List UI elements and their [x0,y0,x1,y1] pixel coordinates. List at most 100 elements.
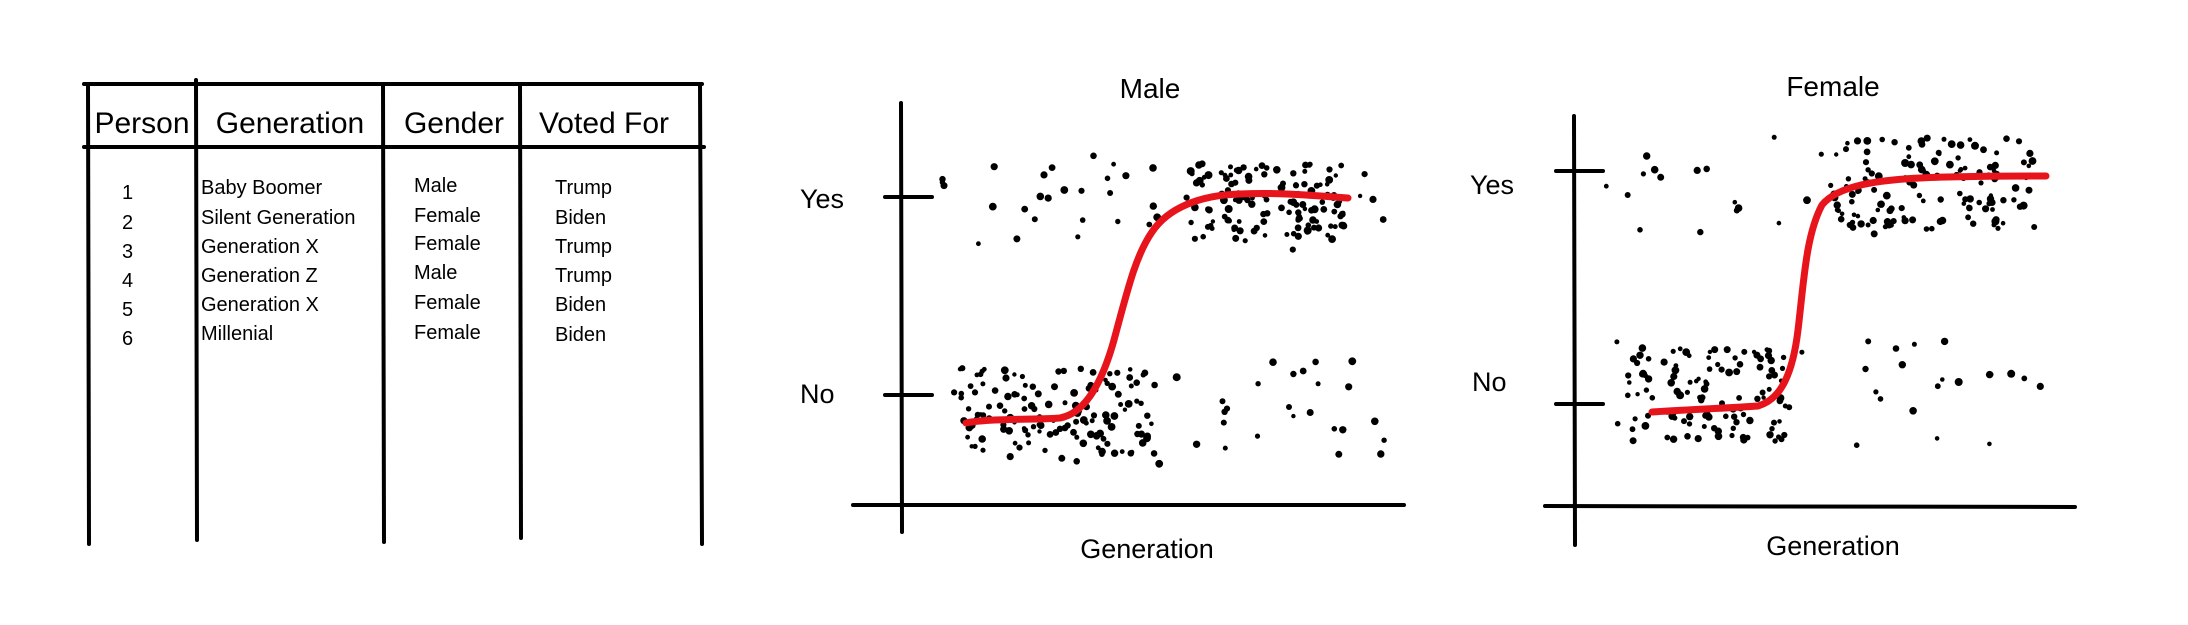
scatter-point [1828,182,1834,188]
scatter-point [1037,421,1045,429]
scatter-point [1137,430,1145,438]
scatter-point [1320,206,1328,213]
scatter-point [1853,442,1860,449]
scatter-point [1245,177,1252,184]
scatter-point [1318,182,1323,187]
scatter-point [965,406,972,412]
scatter-point [1991,217,2000,226]
scatter-point [2011,184,2020,192]
male-plot: Male Yes No Generation [800,73,1406,564]
scatter-point [1232,197,1238,203]
scatter-point [1019,373,1025,380]
scatter-point [1614,339,1620,345]
scatter-point [1916,192,1923,199]
scatter-point [1907,160,1915,169]
scatter-point [1104,175,1111,182]
scatter-point [1172,373,1181,382]
scatter-point [1260,218,1268,226]
scatter-point [1701,424,1707,429]
y-axis [899,101,904,534]
scatter-point [1723,413,1729,420]
scatter-point [1882,191,1891,200]
scatter-point [1070,389,1078,397]
y-label-no: No [1472,367,1507,397]
scatter-point [1302,161,1309,169]
scatter-point [1976,199,1982,206]
scatter-point [988,202,997,211]
scatter-point [1971,141,1979,150]
scatter-point [1107,423,1116,431]
scatter-point [1776,220,1782,226]
scatter-point [1269,358,1277,367]
scatter-point [1970,220,1977,227]
cell-generation: Silent Generation [201,207,356,229]
scatter-point [1845,176,1852,182]
scatter-point [940,182,948,190]
scatter-point [2015,138,2023,145]
scatter-point [1228,164,1233,170]
scatter-point [1962,165,1968,171]
scatter-point [1940,377,1945,382]
scatter-point [1731,413,1738,420]
scatter-point [1614,420,1621,427]
scatter-point [958,394,964,401]
scatter-point [2021,375,2028,382]
scatter-point [1151,381,1158,389]
scatter-point [1837,215,1845,223]
scatter-point [1909,216,1917,224]
scatter-point [1134,398,1140,404]
cell-gender: Female [414,205,481,227]
cell-person: 5 [122,299,133,321]
scatter-point [1723,346,1731,354]
scatter-point [1988,371,1994,377]
scatter-point [991,387,999,394]
scatter-point [1016,444,1023,451]
scatter-point [1228,172,1234,178]
scatter-point [1672,415,1678,421]
scatter-point [2019,201,2028,210]
scatter-point [1670,348,1676,354]
scatter-point [1871,218,1877,224]
scatter-point [974,372,980,378]
table-row: 6 Millenial Female Biden [122,322,606,350]
scatter-point [1671,366,1680,375]
x-axis [1543,504,2077,509]
scatter-point [1122,407,1128,412]
scatter-point [1051,383,1058,391]
scatter-point [1781,431,1788,439]
table-row: 5 Generation X Female Biden [122,292,606,321]
scatter-point [1014,392,1020,398]
scatter-point [1058,454,1066,462]
scatter-point [1037,429,1042,434]
scatter-point [1732,355,1738,361]
scatter-point [1221,198,1227,204]
header-gender: Gender [404,107,504,140]
scatter-point [1040,171,1048,179]
scatter-point [972,443,978,449]
scatter-point [1254,433,1261,439]
cell-person: 6 [122,328,133,350]
cell-voted-for: Trump [555,265,612,287]
scatter-point [1693,166,1701,174]
scatter-point [965,434,970,440]
scatter-point [1191,235,1198,242]
scatter-point [1756,363,1764,371]
scatter-point [1110,412,1119,420]
scatter-point [1326,166,1333,173]
scatter-point [1328,235,1336,244]
scatter-point [1338,162,1345,169]
scatter-point [1224,205,1233,213]
scatter-point [1934,436,1940,441]
scatter-point [1286,209,1292,216]
scatter-point [1751,349,1757,355]
scatter-point [1961,201,1967,206]
scatter-point [1345,383,1353,391]
y-label-yes: Yes [800,184,844,214]
scatter-point [1220,419,1227,426]
scatter-point [996,402,1004,410]
scatter-point [1289,246,1296,253]
scatter-point [1920,198,1926,204]
scatter-point [1759,389,1766,396]
scatter-point [1833,201,1841,209]
